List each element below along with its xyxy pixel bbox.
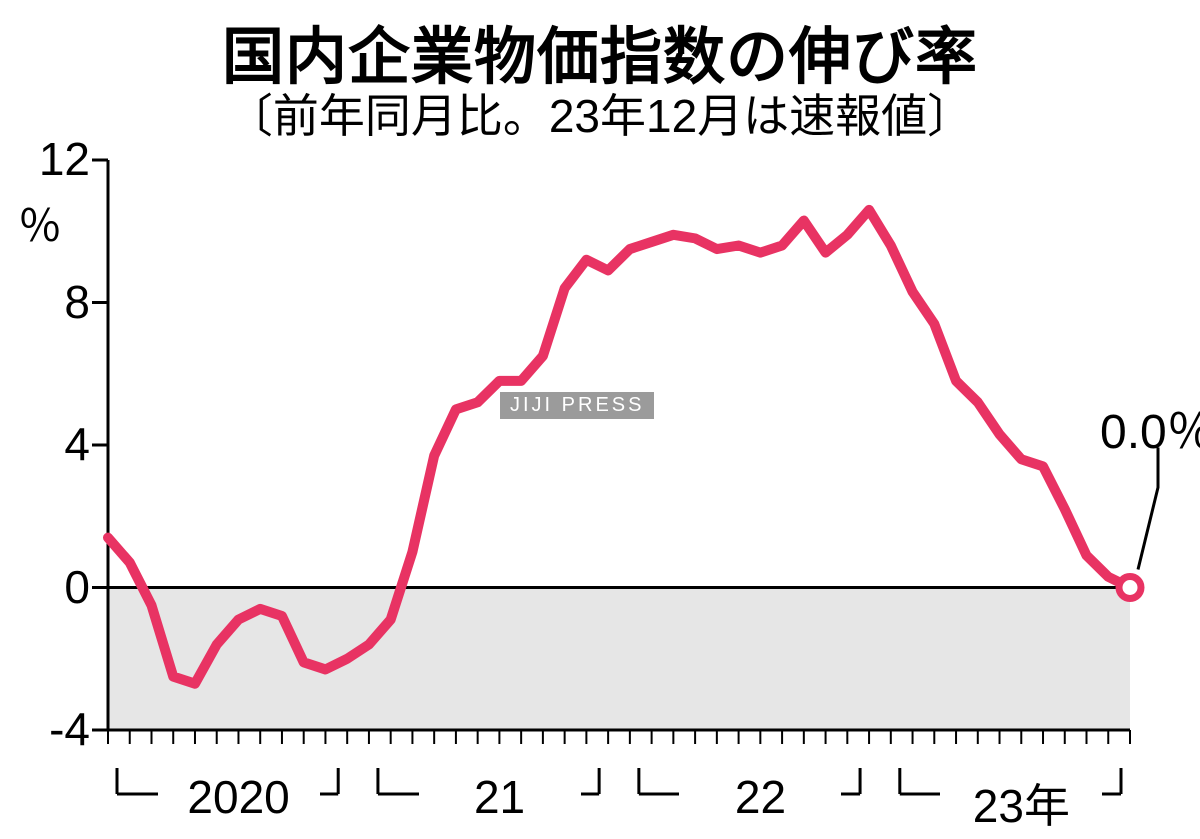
y-tick-label: -4 [0, 702, 90, 756]
y-tick-label: 12 [0, 132, 90, 186]
x-year-label: 22 [679, 770, 841, 824]
x-year-label: 2020 [158, 770, 320, 824]
y-tick-label: 8 [0, 275, 90, 329]
y-axis-unit: ％ [18, 190, 62, 254]
y-tick-label: 0 [0, 560, 90, 614]
watermark: JIJI PRESS [500, 392, 654, 419]
x-year-label: 23年 [940, 770, 1102, 836]
chart-svg [0, 0, 1200, 839]
chart-container: 国内企業物価指数の伸び率 〔前年同月比。23年12月は速報値〕 -404812 … [0, 0, 1200, 839]
y-tick-label: 4 [0, 417, 90, 471]
final-value-callout: 0.0％ [1100, 392, 1200, 462]
x-year-label: 21 [419, 770, 581, 824]
